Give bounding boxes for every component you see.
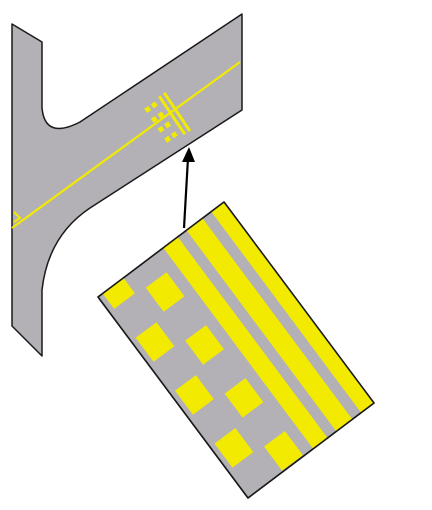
solid-line-3 xyxy=(155,227,332,455)
holding-position-marking-enlarged xyxy=(97,201,375,499)
solid-line-2 xyxy=(179,208,357,437)
solid-line-1 xyxy=(204,202,374,419)
taxiway-centerline xyxy=(11,61,241,229)
holding-position-marking-small xyxy=(144,91,192,143)
callout-arrow xyxy=(182,147,195,229)
dash-row-1 xyxy=(145,272,303,471)
taxiway-pavement xyxy=(11,13,243,357)
